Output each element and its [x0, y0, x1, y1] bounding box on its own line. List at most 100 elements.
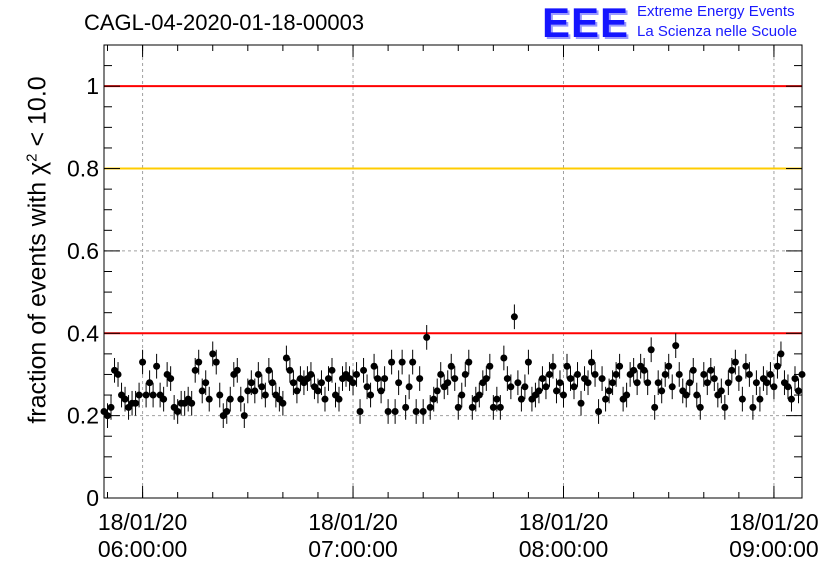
data-point	[559, 391, 567, 399]
data-point	[328, 366, 336, 374]
x-tick-label-time: 07:00:00	[308, 536, 398, 562]
data-point	[486, 362, 494, 370]
data-point	[405, 383, 413, 391]
data-point	[496, 403, 504, 411]
data-point	[388, 358, 396, 366]
data-point	[233, 366, 241, 374]
data-point	[521, 383, 529, 391]
y-tick-label: 0.6	[67, 238, 99, 264]
data-point	[205, 395, 213, 403]
data-point	[724, 379, 732, 387]
data-point	[384, 408, 392, 416]
data-point	[693, 391, 701, 399]
data-point	[251, 387, 259, 395]
data-point	[202, 379, 210, 387]
data-point	[535, 387, 543, 395]
data-point	[567, 375, 575, 383]
data-point	[700, 370, 708, 378]
data-point	[749, 403, 757, 411]
y-tick-label: 0.2	[67, 403, 99, 429]
data-point	[395, 379, 403, 387]
data-point	[728, 366, 736, 374]
data-point	[198, 387, 206, 395]
y-tick-label: 1	[86, 73, 99, 99]
data-point	[577, 399, 585, 407]
data-point	[763, 379, 771, 387]
data-point	[174, 408, 182, 416]
data-point	[686, 379, 694, 387]
data-point	[391, 408, 399, 416]
data-point	[665, 362, 673, 370]
data-point	[307, 370, 315, 378]
chart-title: CAGL-04-2020-01-18-00003	[84, 10, 365, 35]
data-point	[107, 403, 115, 411]
data-point	[482, 375, 490, 383]
plot-frame	[103, 44, 803, 499]
eee-logo-mark: EEE	[542, 0, 630, 46]
data-point	[209, 350, 217, 358]
data-point	[710, 375, 718, 383]
data-point	[324, 375, 332, 383]
data-point	[454, 403, 462, 411]
tick-labels: 18/01/2006:00:0018/01/2007:00:0018/01/20…	[67, 73, 819, 562]
data-point	[254, 370, 262, 378]
logo-line-1: Extreme Energy Events	[637, 3, 795, 20]
data-point	[602, 395, 610, 403]
data-point	[381, 375, 389, 383]
data-point	[647, 346, 655, 354]
data-point	[142, 391, 150, 399]
x-tick-label-time: 06:00:00	[98, 536, 188, 562]
data-point	[598, 375, 606, 383]
data-point	[114, 370, 122, 378]
data-point	[766, 370, 774, 378]
data-point	[738, 395, 746, 403]
data-point	[644, 379, 652, 387]
data-point	[465, 358, 473, 366]
data-point	[475, 391, 483, 399]
data-point	[745, 370, 753, 378]
data-point	[398, 358, 406, 366]
data-point	[412, 408, 420, 416]
data-point	[493, 395, 501, 403]
data-point	[668, 383, 676, 391]
data-point	[409, 358, 417, 366]
data-point	[770, 383, 778, 391]
data-point	[240, 412, 248, 420]
data-point	[633, 379, 641, 387]
x-tick-label-date: 18/01/20	[98, 509, 188, 535]
data-point	[609, 379, 617, 387]
data-point	[658, 387, 666, 395]
x-tick-label-date: 18/01/20	[519, 509, 609, 535]
data-point	[510, 313, 518, 321]
data-point	[591, 370, 599, 378]
data-point	[777, 350, 785, 358]
x-tick-label-time: 09:00:00	[729, 536, 819, 562]
data-point	[514, 379, 522, 387]
data-point	[223, 408, 231, 416]
data-point	[689, 366, 697, 374]
data-point	[279, 399, 287, 407]
data-point	[552, 387, 560, 395]
data-point	[149, 391, 157, 399]
data-point	[195, 358, 203, 366]
data-point	[612, 370, 620, 378]
data-point	[489, 403, 497, 411]
data-point	[121, 395, 129, 403]
data-point	[374, 375, 382, 383]
data-point	[237, 395, 245, 403]
data-point	[293, 387, 301, 395]
data-point	[675, 370, 683, 378]
data-point	[703, 379, 711, 387]
data-point	[735, 375, 743, 383]
data-point	[784, 383, 792, 391]
data-point	[317, 379, 325, 387]
grid-lines	[104, 45, 802, 498]
data-point	[584, 379, 592, 387]
data-point	[787, 395, 795, 403]
data-point	[570, 383, 578, 391]
data-point	[756, 395, 764, 403]
data-point	[654, 379, 662, 387]
data-point	[661, 370, 669, 378]
data-point	[416, 375, 424, 383]
data-point	[731, 358, 739, 366]
